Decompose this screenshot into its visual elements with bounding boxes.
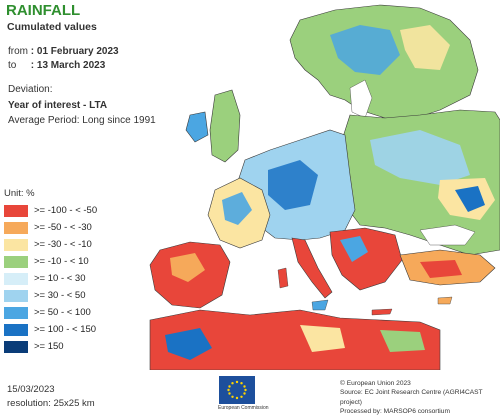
east-europe-wet-patch: [370, 130, 470, 185]
france-wet-patch: [222, 192, 252, 225]
from-label: from: [8, 46, 28, 57]
balkans-wet-patch: [340, 236, 368, 262]
sicily: [311, 299, 329, 311]
balkans: [329, 227, 403, 291]
rainfall-anomaly-map: [149, 4, 500, 370]
legend-item: >= 10 - < 30: [4, 270, 144, 287]
map-subtitle: Cumulated values: [7, 21, 97, 33]
legend-label: >= 150: [34, 341, 64, 352]
legend-item: >= 50 - < 100: [4, 304, 144, 321]
ireland: [185, 111, 209, 143]
credit-source: Source: EC Joint Research Centre (AGRI4C…: [340, 389, 483, 406]
period-from: from : 01 February 2023: [8, 46, 119, 57]
average-period: Average Period: Long since 1991: [8, 115, 156, 126]
legend-label: >= 50 - < 100: [34, 307, 91, 318]
from-value: : 01 February 2023: [30, 46, 119, 57]
scandinavia-wet-patch: [330, 25, 400, 75]
legend-label: >= 100 - < 150: [34, 324, 97, 335]
iberia-mixed: [170, 253, 205, 282]
legend-unit: Unit: %: [4, 188, 35, 199]
map-title: RAINFALL: [6, 2, 81, 19]
legend-swatch: [4, 221, 28, 234]
north-africa: [149, 309, 441, 370]
legend-item: >= 30 - < 50: [4, 287, 144, 304]
legend-swatch: [4, 204, 28, 217]
legend-label: >= -100 - < -50: [34, 205, 98, 216]
central-europe-very-wet: [268, 160, 318, 210]
legend-swatch: [4, 289, 28, 302]
credits: © European Union 2023 Source: EC Joint R…: [340, 379, 500, 416]
legend-item: >= -100 - < -50: [4, 202, 144, 219]
sardinia: [277, 267, 289, 289]
to-value: : 13 March 2023: [30, 60, 106, 71]
north-africa-wet-2: [380, 330, 425, 352]
legend-swatch: [4, 238, 28, 251]
legend-swatch: [4, 272, 28, 285]
italy: [291, 237, 333, 299]
caucasus-wet: [455, 186, 485, 212]
legend-swatch: [4, 255, 28, 268]
finland-mixed-patch: [400, 25, 450, 70]
legend-item: >= -10 - < 10: [4, 253, 144, 270]
legend-item: >= 100 - < 150: [4, 321, 144, 338]
turkey-dry: [420, 260, 462, 278]
cyprus: [437, 296, 453, 305]
resolution: resolution: 25x25 km: [7, 398, 95, 409]
deviation-value: Year of interest - LTA: [8, 100, 108, 111]
legend-label: >= -30 - < -10: [34, 239, 92, 250]
legend: Unit: % >= -100 - < -50 >= -50 - < -30 >…: [4, 188, 144, 355]
legend-item: >= -50 - < -30: [4, 219, 144, 236]
credit-processed: Processed by: MARSOP6 consortium: [340, 407, 450, 415]
legend-label: >= 10 - < 30: [34, 273, 86, 284]
deviation-label: Deviation:: [8, 84, 53, 95]
legend-item: >= -30 - < -10: [4, 236, 144, 253]
great-britain: [209, 89, 241, 163]
legend-label: >= 30 - < 50: [34, 290, 86, 301]
baltic-sea: [349, 79, 373, 119]
period-to: to : 13 March 2023: [8, 60, 105, 71]
north-africa-wet: [165, 328, 212, 360]
legend-item: >= 150: [4, 338, 144, 355]
to-label: to: [8, 60, 17, 71]
credit-copyright: © European Union 2023: [340, 380, 411, 387]
black-sea: [419, 224, 476, 246]
eu-caption: European Commission: [218, 405, 269, 411]
legend-label: >= -10 - < 10: [34, 256, 89, 267]
legend-swatch: [4, 340, 28, 353]
legend-label: >= -50 - < -30: [34, 222, 92, 233]
legend-swatch: [4, 306, 28, 319]
eu-flag-icon: [219, 376, 255, 404]
north-africa-mixed: [300, 325, 345, 352]
legend-items: >= -100 - < -50 >= -50 - < -30 >= -30 - …: [4, 202, 144, 355]
crete: [371, 308, 393, 316]
issue-date: 15/03/2023: [7, 384, 55, 395]
legend-swatch: [4, 323, 28, 336]
